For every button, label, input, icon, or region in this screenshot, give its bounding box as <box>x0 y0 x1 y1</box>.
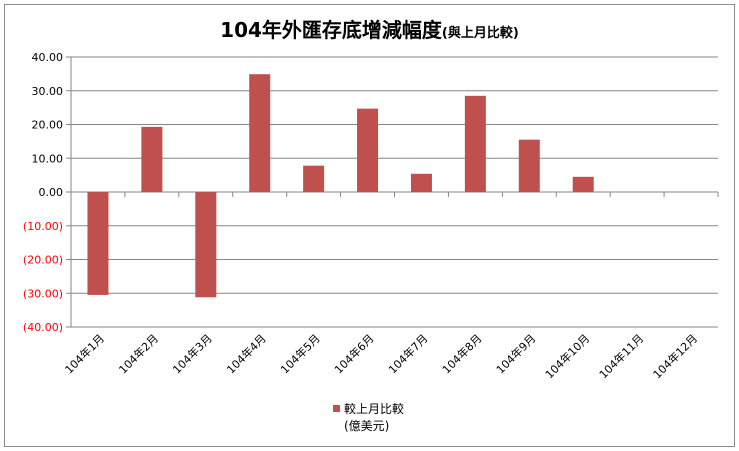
chart-subtitle: (與上月比較) <box>441 26 519 41</box>
chart-title: 104年外匯存底增減幅度(與上月比較) <box>0 14 739 43</box>
x-tick-label: 104年6月 <box>331 331 376 376</box>
x-tick-label: 104年9月 <box>493 331 538 376</box>
x-tick-label: 104年4月 <box>224 331 269 376</box>
bar <box>141 126 163 192</box>
bar <box>195 192 217 298</box>
y-tick-label: 30.00 <box>32 85 64 98</box>
legend: 較上月比較 (億美元) <box>333 401 404 435</box>
bar <box>249 74 271 192</box>
bar <box>357 108 379 192</box>
x-tick-label: 104年11月 <box>596 331 646 381</box>
chart-title-main: 104年外匯存底增減幅度 <box>220 18 442 42</box>
x-tick-label: 104年7月 <box>385 331 430 376</box>
bar <box>410 173 432 192</box>
y-tick-label: (30.00) <box>23 287 63 300</box>
bar <box>464 95 486 192</box>
x-tick-label: 104年1月 <box>62 331 107 376</box>
bar <box>518 139 540 192</box>
bar <box>303 165 325 192</box>
x-tick-label: 104年2月 <box>116 331 161 376</box>
x-tick-label: 104年8月 <box>439 331 484 376</box>
x-tick-label: 104年5月 <box>277 331 322 376</box>
bar <box>572 176 594 192</box>
x-tick-label: 104年10月 <box>542 331 592 381</box>
y-tick-label: 20.00 <box>32 119 64 132</box>
y-tick-label: (40.00) <box>23 321 63 334</box>
legend-swatch <box>333 405 340 412</box>
bar <box>87 192 109 295</box>
legend-label: 較上月比較 <box>344 402 405 416</box>
y-tick-label: 40.00 <box>32 51 64 64</box>
x-tick-label: 104年3月 <box>170 331 215 376</box>
y-tick-label: (20.00) <box>23 254 63 267</box>
y-tick-label: 10.00 <box>32 152 64 165</box>
legend-unit: (億美元) <box>344 419 390 433</box>
y-tick-label: 0.00 <box>39 186 64 199</box>
y-tick-label: (10.00) <box>23 220 63 233</box>
x-tick-label: 104年12月 <box>650 331 700 381</box>
